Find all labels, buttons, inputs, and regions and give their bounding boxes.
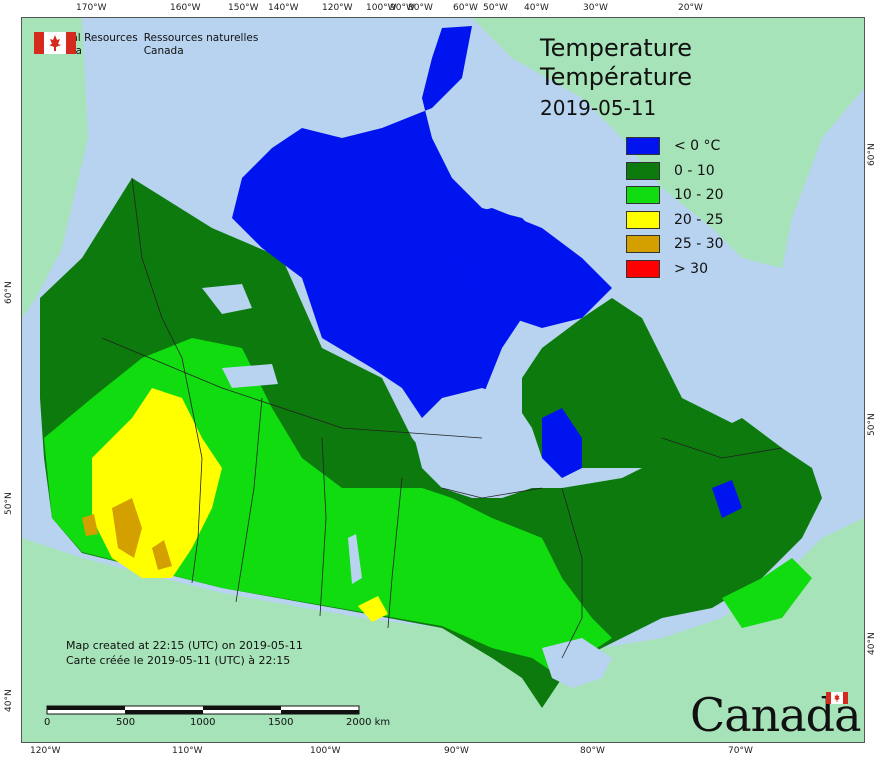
lon-label: 60°W bbox=[453, 3, 478, 13]
iceland-land bbox=[812, 22, 842, 78]
maritimes-10-20 bbox=[722, 558, 812, 628]
lon-label: 50°W bbox=[483, 3, 508, 13]
legend-item: 0 - 10 bbox=[626, 159, 724, 184]
scale-label: 2000 km bbox=[346, 717, 391, 728]
legend-item: 25 - 30 bbox=[626, 232, 724, 257]
scale-label: 1000 bbox=[190, 717, 216, 728]
region-20-25-east bbox=[358, 596, 388, 622]
lon-label: 90°W bbox=[444, 746, 469, 756]
lon-label: 170°W bbox=[76, 3, 107, 13]
province-borders bbox=[101, 177, 783, 659]
lat-label: 50°N bbox=[4, 492, 14, 515]
lon-label: 100°W bbox=[310, 746, 341, 756]
map-title: Temperature Température 2019-05-11 bbox=[540, 34, 692, 122]
legend-swatch bbox=[626, 186, 660, 205]
lat-label: 40°N bbox=[4, 689, 14, 712]
lon-label: 110°W bbox=[172, 746, 203, 756]
labrador-0-10 bbox=[522, 298, 782, 478]
legend-swatch bbox=[626, 137, 660, 156]
lon-label: 120°W bbox=[30, 746, 61, 756]
alaska-land bbox=[22, 18, 88, 318]
lon-label: 150°W bbox=[228, 3, 259, 13]
great-lakes bbox=[542, 638, 612, 688]
legend-item: 20 - 25 bbox=[626, 208, 724, 233]
legend-swatch bbox=[626, 259, 660, 278]
baffin-below-zero bbox=[452, 208, 612, 328]
map-credit: Map created at 22:15 (UTC) on 2019-05-11… bbox=[66, 638, 303, 668]
scale-labels: 0 500 1000 1500 2000 km bbox=[44, 717, 426, 731]
nrcan-signature: Natural Resources Canada Ressources natu… bbox=[34, 32, 258, 58]
title-fr: Température bbox=[540, 63, 693, 91]
quebec-below-zero bbox=[542, 408, 582, 478]
legend-swatch bbox=[626, 161, 660, 180]
org-name-fr: Ressources naturelles Canada bbox=[144, 32, 259, 58]
legend-label: > 30 bbox=[674, 260, 708, 277]
legend-label: < 0 °C bbox=[674, 138, 721, 155]
lon-label: 30°W bbox=[583, 3, 608, 13]
legend-swatch bbox=[626, 210, 660, 229]
lon-label: 140°W bbox=[268, 3, 299, 13]
scale-bar-graphic bbox=[46, 705, 360, 715]
lon-label: 40°W bbox=[524, 3, 549, 13]
credit-en: Map created at 22:15 (UTC) on 2019-05-11 bbox=[66, 639, 303, 652]
legend-label: 20 - 25 bbox=[674, 211, 724, 228]
lon-label: 100°W bbox=[366, 3, 397, 13]
lake-winnipeg bbox=[348, 534, 362, 584]
lon-label: 120°W bbox=[322, 3, 353, 13]
arctic-below-zero bbox=[232, 26, 552, 438]
org-fr-line1: Ressources naturelles bbox=[143, 32, 259, 44]
map-date: 2019-05-11 bbox=[540, 96, 657, 120]
temperature-map[interactable]: Natural Resources Canada Ressources natu… bbox=[21, 17, 865, 743]
lat-label: 40°N bbox=[867, 632, 877, 655]
legend-label: 25 - 30 bbox=[674, 236, 724, 253]
lon-label: 70°W bbox=[728, 746, 753, 756]
great-bear-lake bbox=[202, 284, 252, 314]
legend-item: 10 - 20 bbox=[626, 183, 724, 208]
labrador-below-zero bbox=[712, 480, 742, 518]
region-25-30 bbox=[82, 498, 172, 570]
legend: < 0 °C 0 - 10 10 - 20 20 - 25 25 - 30 > … bbox=[626, 134, 724, 281]
lat-label: 60°N bbox=[4, 281, 14, 304]
scale-label: 1500 bbox=[268, 717, 294, 728]
legend-item: > 30 bbox=[626, 257, 724, 282]
lon-label: 20°W bbox=[678, 3, 703, 13]
wordmark-flag-icon bbox=[826, 692, 848, 704]
lon-label: 80°W bbox=[580, 746, 605, 756]
credit-fr: Carte créée le 2019-05-11 (UTC) à 22:15 bbox=[66, 654, 291, 667]
legend-label: 10 - 20 bbox=[674, 187, 724, 204]
lon-label: 90°W bbox=[390, 3, 415, 13]
legend-label: 0 - 10 bbox=[674, 162, 715, 179]
legend-swatch bbox=[626, 235, 660, 254]
usa-land bbox=[22, 518, 864, 742]
lat-label: 60°N bbox=[867, 143, 877, 166]
lat-label: 50°N bbox=[867, 413, 877, 436]
scale-label: 500 bbox=[116, 717, 136, 728]
scale-label: 0 bbox=[44, 717, 51, 728]
org-fr-line2: Canada bbox=[143, 45, 184, 57]
lon-label: 160°W bbox=[170, 3, 201, 13]
lon-label: 80°W bbox=[408, 3, 433, 13]
great-slave-lake bbox=[222, 364, 278, 388]
hudson-bay bbox=[412, 388, 542, 498]
canada-flag-icon bbox=[34, 32, 76, 54]
map-canvas bbox=[22, 18, 864, 742]
greenland-land bbox=[472, 18, 864, 268]
legend-item: < 0 °C bbox=[626, 134, 724, 159]
title-en: Temperature bbox=[540, 34, 693, 62]
